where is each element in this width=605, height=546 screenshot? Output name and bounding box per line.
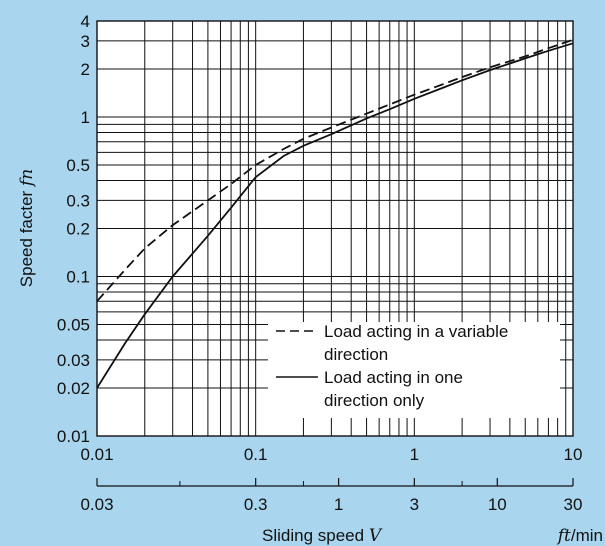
y-tick-label: 2 (81, 60, 90, 79)
legend: Load acting in a variable direction Load… (268, 322, 560, 418)
legend-label-one-direction-line1: Load acting in one (324, 368, 463, 387)
legend-label-variable-line1: Load acting in a variable (324, 322, 508, 341)
x-tick-label: 10 (564, 445, 583, 464)
secondary-x-ticks: 0.03 0.3 1 3 10 30 (80, 478, 582, 514)
secondary-tick-label: 0.3 (244, 495, 268, 514)
secondary-tick-label: 10 (488, 495, 507, 514)
y-tick-label: 3 (81, 32, 90, 51)
y-tick-label: 0.5 (66, 156, 90, 175)
y-tick-label: 0.03 (57, 351, 90, 370)
secondary-tick-label: 30 (564, 495, 583, 514)
x-tick-labels: 0.01 0.1 1 10 (80, 445, 582, 464)
secondary-x-axis: 0.03 0.3 1 3 10 30 (80, 478, 582, 514)
y-tick-labels: 0.01 0.02 0.03 0.05 0.1 0.2 0.3 0.5 1 2 34 (57, 12, 90, 446)
secondary-tick-label: 0.03 (80, 495, 113, 514)
x-axis-unit: ft/min (556, 526, 603, 546)
x-tick-label: 0.1 (244, 445, 268, 464)
y-tick-label: 0.2 (66, 220, 90, 239)
y-tick-label: 0.01 (57, 427, 90, 446)
series-line-variable-direction (96, 38, 574, 302)
secondary-tick-label: 1 (334, 495, 343, 514)
legend-label-one-direction-line2: direction only (324, 391, 425, 410)
y-tick-label: 0.3 (66, 191, 90, 210)
curves (96, 38, 574, 389)
y-tick-label: 0.05 (57, 316, 90, 335)
series-line-one-direction (96, 42, 574, 389)
secondary-tick-label: 3 (410, 495, 419, 514)
y-tick-label: 1 (81, 108, 90, 127)
y-tick-label: 4 (81, 12, 90, 31)
plot-frame (96, 20, 574, 437)
y-tick-label: 0.02 (57, 379, 90, 398)
x-tick-label: 1 (410, 445, 419, 464)
x-axis-title: Sliding speed V (262, 526, 383, 546)
x-tick-label: 0.01 (80, 445, 113, 464)
y-tick-label: 0.1 (66, 268, 90, 287)
y-axis-title: Speed facter fn (17, 169, 37, 287)
legend-box (268, 322, 560, 418)
legend-label-variable-line2: direction (324, 345, 388, 364)
